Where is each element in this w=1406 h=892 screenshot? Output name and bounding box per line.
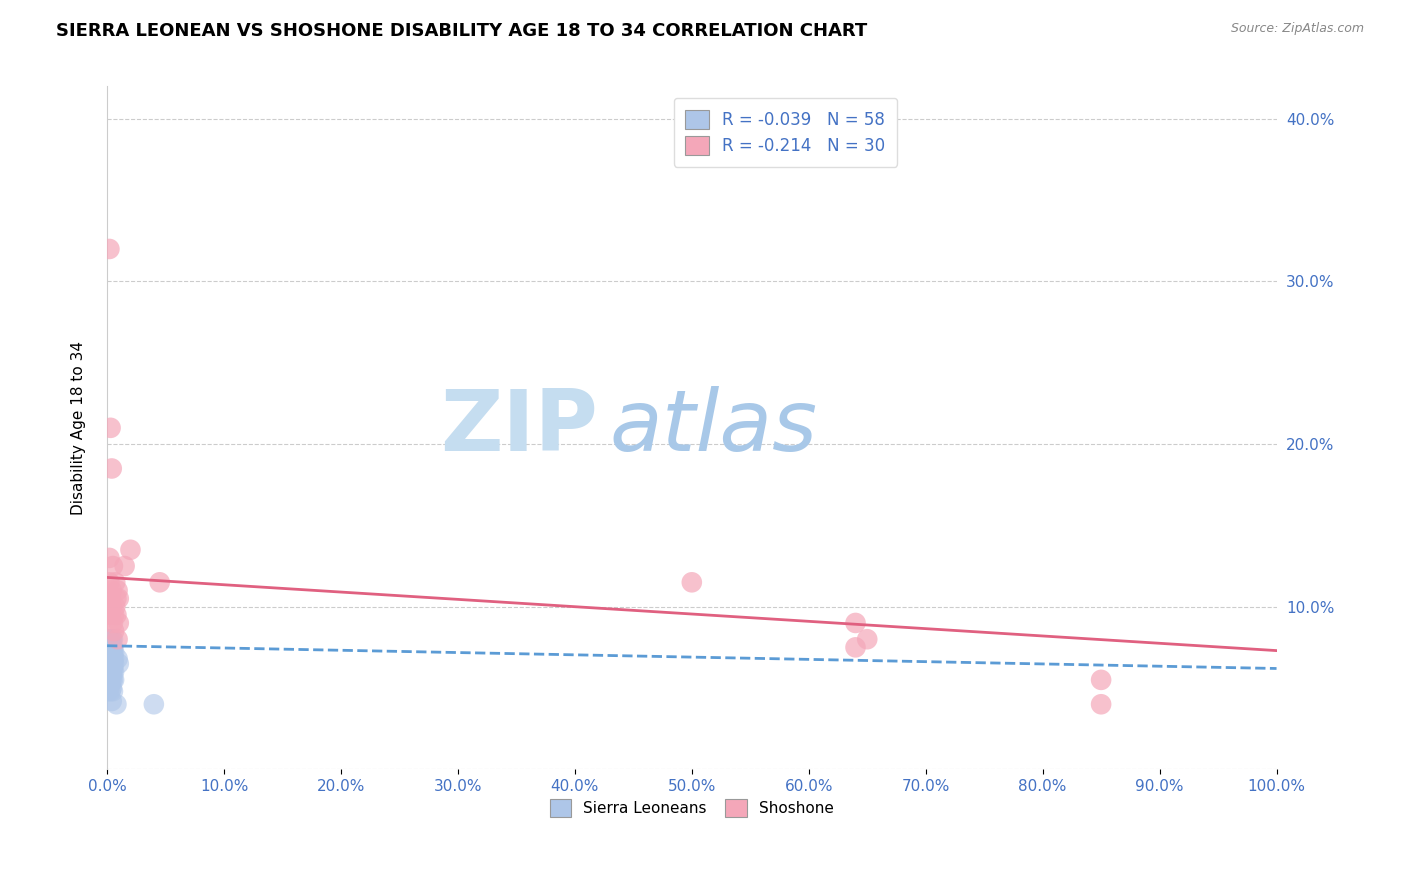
Point: [97, 661, 120, 675]
Point: [97, 668, 120, 682]
Point: [100, 684, 122, 698]
Point: [100, 665, 122, 679]
Point: [100, 673, 122, 687]
Point: [97, 657, 120, 671]
Point: [97, 632, 120, 647]
Point: [97, 640, 120, 655]
Text: Source: ZipAtlas.com: Source: ZipAtlas.com: [1230, 22, 1364, 36]
Point: [100, 461, 122, 475]
Point: [101, 660, 124, 674]
Point: [98, 640, 121, 655]
Point: [100, 648, 122, 663]
Text: ZIP: ZIP: [440, 386, 598, 469]
Point: [100, 694, 122, 708]
Point: [142, 698, 165, 712]
Point: [681, 575, 703, 590]
Point: [97, 651, 120, 665]
Point: [100, 660, 122, 674]
Point: [104, 575, 127, 590]
Point: [103, 665, 125, 679]
Text: atlas: atlas: [610, 386, 818, 469]
Point: [844, 615, 866, 630]
Point: [100, 657, 122, 671]
Point: [101, 648, 124, 663]
Point: [856, 632, 879, 647]
Point: [107, 657, 129, 671]
Point: [98, 657, 121, 671]
Point: [100, 645, 122, 659]
Point: [100, 583, 122, 598]
Point: [107, 591, 129, 606]
Legend: Sierra Leoneans, Shoshone: Sierra Leoneans, Shoshone: [544, 793, 839, 823]
Point: [101, 673, 124, 687]
Point: [103, 645, 125, 659]
Point: [107, 632, 129, 647]
Point: [120, 542, 142, 557]
Point: [101, 632, 124, 647]
Point: [98, 645, 121, 659]
Point: [101, 615, 124, 630]
Point: [100, 640, 122, 655]
Point: [105, 607, 128, 622]
Point: [101, 643, 124, 657]
Point: [107, 615, 129, 630]
Point: [100, 632, 122, 647]
Point: [98, 648, 121, 663]
Point: [101, 559, 124, 574]
Point: [100, 681, 122, 695]
Point: [97, 645, 120, 659]
Point: [100, 648, 122, 663]
Point: [105, 591, 128, 606]
Point: [100, 607, 122, 622]
Point: [100, 657, 122, 671]
Point: [149, 575, 172, 590]
Point: [97, 648, 120, 663]
Point: [100, 632, 122, 647]
Point: [105, 698, 128, 712]
Point: [98, 550, 121, 565]
Point: [103, 657, 125, 671]
Point: [100, 591, 122, 606]
Point: [100, 673, 122, 687]
Point: [98, 651, 121, 665]
Point: [100, 651, 122, 665]
Point: [1090, 673, 1112, 687]
Point: [97, 684, 120, 698]
Point: [107, 583, 129, 598]
Point: [103, 673, 125, 687]
Text: SIERRA LEONEAN VS SHOSHONE DISABILITY AGE 18 TO 34 CORRELATION CHART: SIERRA LEONEAN VS SHOSHONE DISABILITY AG…: [56, 22, 868, 40]
Point: [103, 607, 125, 622]
Point: [844, 640, 866, 655]
Point: [107, 651, 129, 665]
Point: [1090, 698, 1112, 712]
Point: [97, 673, 120, 687]
Point: [100, 643, 122, 657]
Point: [98, 681, 121, 695]
Point: [101, 640, 124, 655]
Point: [98, 575, 121, 590]
Point: [98, 635, 121, 649]
Point: [98, 665, 121, 679]
Point: [100, 653, 122, 667]
Point: [100, 421, 122, 435]
Point: [101, 665, 124, 679]
Point: [101, 653, 124, 667]
Point: [104, 599, 127, 614]
Y-axis label: Disability Age 18 to 34: Disability Age 18 to 34: [72, 341, 86, 515]
Point: [100, 599, 122, 614]
Point: [98, 632, 121, 647]
Point: [100, 665, 122, 679]
Point: [101, 684, 124, 698]
Point: [114, 559, 136, 574]
Point: [103, 651, 125, 665]
Point: [98, 673, 121, 687]
Point: [103, 624, 125, 638]
Point: [100, 640, 122, 655]
Point: [98, 242, 121, 256]
